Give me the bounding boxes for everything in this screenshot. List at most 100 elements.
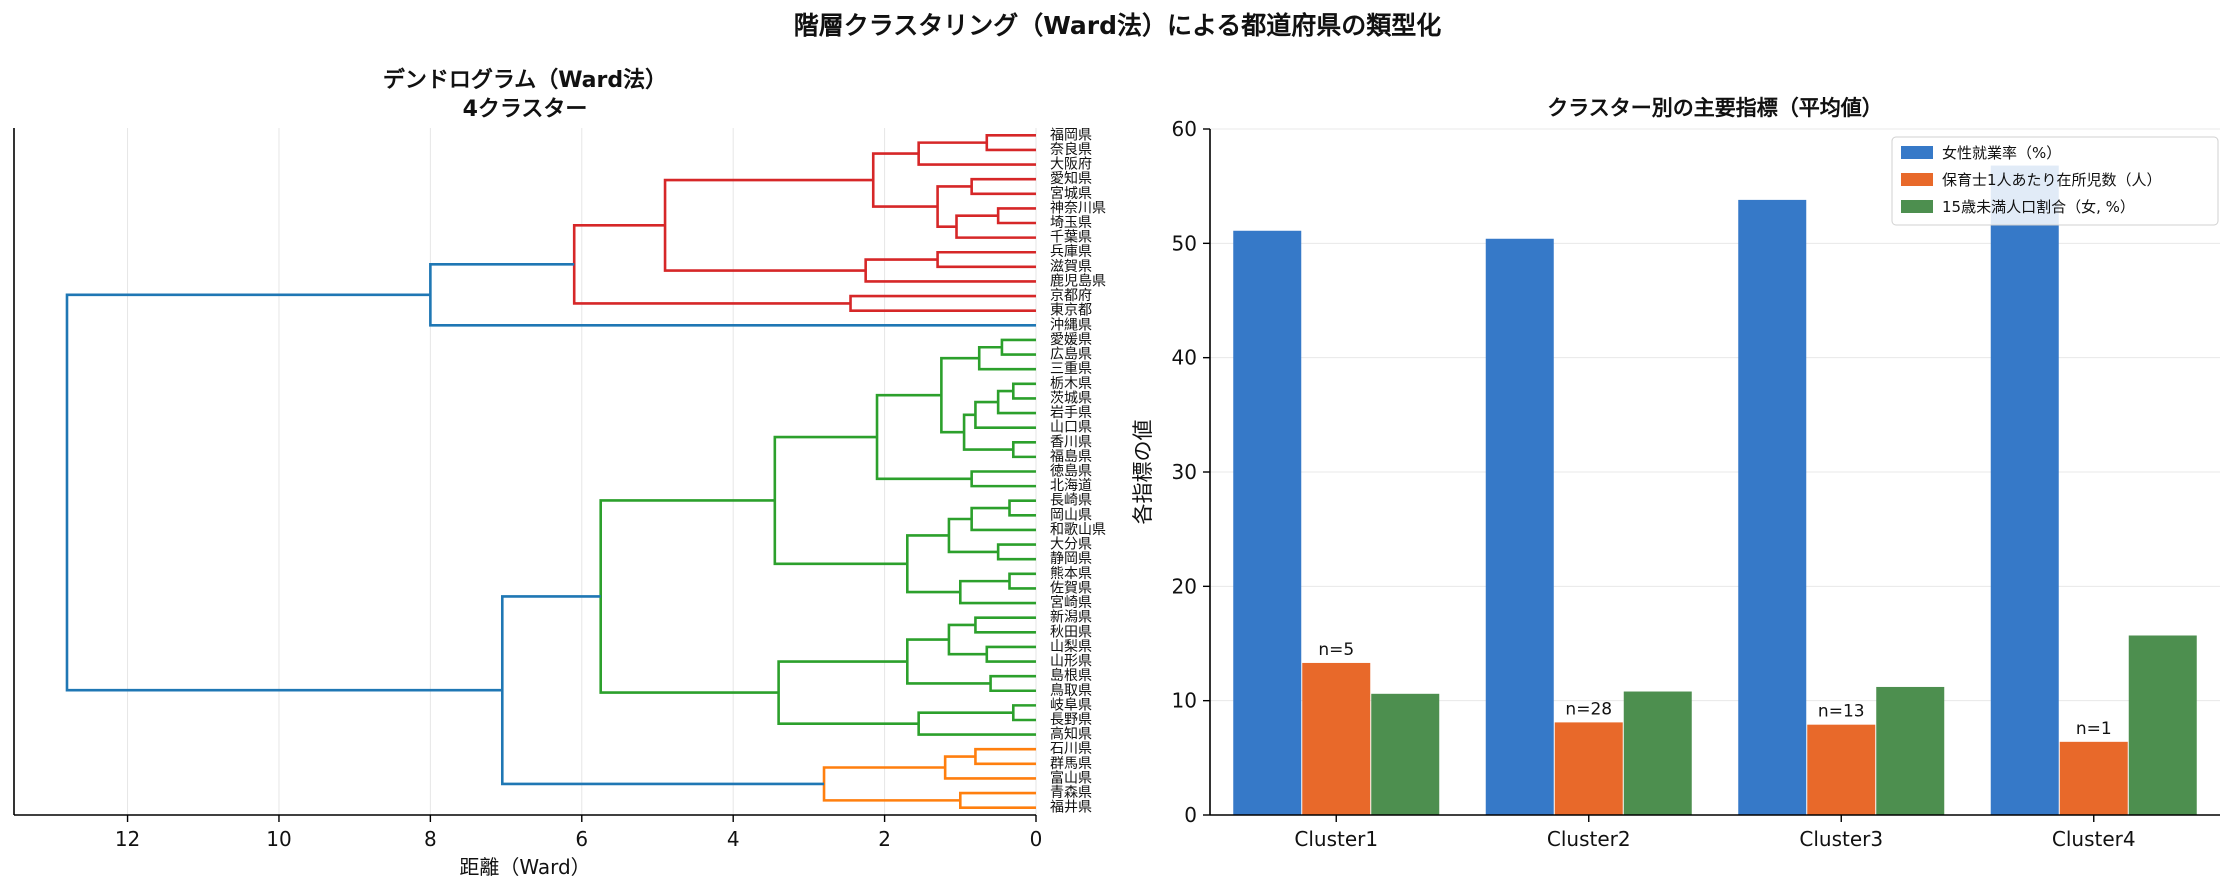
dendrogram-leaf-label: 大分県 — [1050, 537, 1092, 553]
dendrogram-title: デンドログラム（Ward法） — [383, 67, 667, 93]
dendrogram-link — [871, 152, 938, 208]
dendrogram-leaf-label: 鹿児島県 — [1050, 272, 1106, 289]
dendrogram-link — [996, 207, 1036, 225]
bar-1-Cluster1 — [1233, 230, 1302, 816]
bar-y-tick-label: 10 — [1172, 689, 1197, 713]
dendrogram-link — [947, 623, 987, 656]
dendrogram-link — [996, 543, 1036, 561]
dendrogram-leaf-label: 広島県 — [1050, 347, 1092, 363]
dendrogram-link — [985, 645, 1036, 663]
dendrogram-x-tick-label: 4 — [727, 827, 740, 851]
dendrogram-leaf-label: 石川県 — [1050, 741, 1092, 757]
bar-1-Cluster4 — [1990, 165, 2059, 815]
dendrogram-leaf-label: 茨城県 — [1050, 390, 1092, 406]
legend-box — [1891, 136, 2219, 226]
bar-annotation: n=1 — [2076, 719, 2112, 739]
bar-3-Cluster2 — [1623, 691, 1692, 815]
dendrogram-leaf-label: 秋田県 — [1050, 624, 1092, 640]
dendrogram-leaf-label: 神奈川県 — [1050, 200, 1106, 216]
dendrogram-leaf-label: 静岡県 — [1050, 551, 1092, 567]
dendrogram-x-tick-label: 8 — [424, 827, 437, 851]
dendrogram-link — [822, 766, 961, 802]
bar-1-Cluster2 — [1485, 238, 1554, 815]
bar-x-tick-label: Cluster2 — [1547, 827, 1631, 851]
dendrogram-leaf-label: 三重県 — [1050, 361, 1092, 377]
dendrogram-leaf-label: 宮城県 — [1050, 186, 1092, 202]
dendrogram-leaf-label: 長野県 — [1050, 712, 1092, 728]
dendrogram-link — [1011, 704, 1036, 722]
bar-2-Cluster1 — [1302, 662, 1371, 815]
dendrogram-x-tick-label: 6 — [575, 827, 588, 851]
dendrogram-link — [940, 356, 980, 434]
bar-2-Cluster4 — [2059, 741, 2128, 815]
dendrogram-leaf-label: 香川県 — [1050, 434, 1092, 450]
dendrogram-x-axis-label: 距離（Ward） — [459, 855, 590, 879]
dendrogram-leaf-label: 岐阜県 — [1050, 696, 1092, 713]
dendrogram-leaf-label: 埼玉県 — [1050, 215, 1092, 231]
bar-y-tick-label: 60 — [1172, 117, 1197, 141]
bar-y-tick-label: 20 — [1172, 574, 1197, 598]
bar-x-tick-label: Cluster4 — [2052, 827, 2136, 851]
bar-3-Cluster3 — [1876, 686, 1945, 815]
dendrogram-link — [773, 435, 908, 566]
dendrogram-leaf-label: 高知県 — [1050, 726, 1092, 743]
dendrogram-link — [974, 400, 1036, 429]
bar-annotation: n=5 — [1318, 640, 1354, 660]
bar-annotation: n=13 — [1818, 702, 1865, 722]
bar-1-Cluster3 — [1738, 199, 1807, 816]
bar-y-tick-label: 30 — [1172, 460, 1197, 484]
dendrogram-link — [970, 506, 1036, 532]
dendrogram-link — [974, 616, 1036, 634]
dendrogram-link — [1000, 338, 1036, 356]
dendrogram-x-tick-label: 2 — [878, 827, 891, 851]
dendrogram-leaf-label: 熊本県 — [1050, 566, 1092, 582]
dendrogram-link — [572, 223, 851, 305]
dendrogram-link — [599, 499, 779, 694]
dendrogram-leaf-label: 宮崎県 — [1050, 595, 1092, 611]
bar-y-tick-label: 0 — [1184, 803, 1197, 827]
dendrogram-x-tick-label: 10 — [266, 827, 291, 851]
dendrogram-leaf-label: 山梨県 — [1050, 639, 1092, 655]
dendrogram-link — [947, 517, 999, 554]
dendrogram-link — [1011, 440, 1036, 459]
dendrogram-leaf-label: 群馬県 — [1050, 756, 1092, 772]
legend-label: 保育士1人あたり在所児数（人） — [1942, 171, 2162, 189]
dendrogram-leaf-label: 青森県 — [1050, 785, 1092, 801]
dendrogram-link — [989, 674, 1036, 693]
dendrogram-leaf-label: 福島県 — [1050, 449, 1092, 465]
figure-title: 階層クラスタリング（Ward法）による都道府県の類型化 — [793, 11, 1442, 40]
dendrogram-leaf-label: 兵庫県 — [1050, 243, 1092, 260]
dendrogram-link — [864, 258, 1036, 283]
dendrogram-leaf-label: 東京都 — [1050, 303, 1092, 319]
dendrogram-link — [65, 293, 503, 692]
dendrogram-leaf-label: 佐賀県 — [1050, 580, 1092, 596]
dendrogram-link — [906, 534, 961, 594]
dendrogram-leaf-label: 栃木県 — [1050, 376, 1092, 392]
dendrogram-link — [500, 595, 825, 786]
dendrogram-link — [1011, 382, 1036, 400]
legend-label: 15歳未満人口割合（女, %） — [1942, 198, 2135, 216]
dendrogram-leaf-label: 岩手県 — [1050, 405, 1092, 421]
dendrogram-leaf-label: 島根県 — [1050, 668, 1092, 684]
bar-y-tick-label: 40 — [1172, 346, 1197, 370]
legend-label: 女性就業率（%） — [1942, 144, 2061, 162]
dendrogram-x-tick-label: 0 — [1030, 827, 1043, 851]
dendrogram-link — [936, 250, 1036, 269]
dendrogram-leaf-label: 山形県 — [1050, 654, 1092, 670]
dendrogram-leaf-label: 大阪府 — [1050, 157, 1092, 173]
dendrogram-link — [970, 177, 1036, 196]
dendrogram-leaf-label: 新潟県 — [1050, 610, 1092, 626]
dendrogram-leaf-label: 富山県 — [1050, 769, 1092, 786]
dendrogram-leaf-label: 沖縄県 — [1050, 317, 1092, 333]
dendrogram-link — [917, 141, 1036, 166]
dendrogram-link — [936, 185, 972, 228]
dendrogram-link — [777, 660, 919, 725]
dendrogram-link — [958, 791, 1036, 809]
dendrogram-link — [958, 579, 1036, 605]
dendrogram-link — [985, 134, 1036, 152]
dendrogram-leaf-label: 滋賀県 — [1050, 259, 1092, 275]
dendrogram-link — [970, 470, 1036, 488]
dendrogram-link — [906, 638, 991, 685]
dendrogram-link — [943, 755, 1036, 780]
